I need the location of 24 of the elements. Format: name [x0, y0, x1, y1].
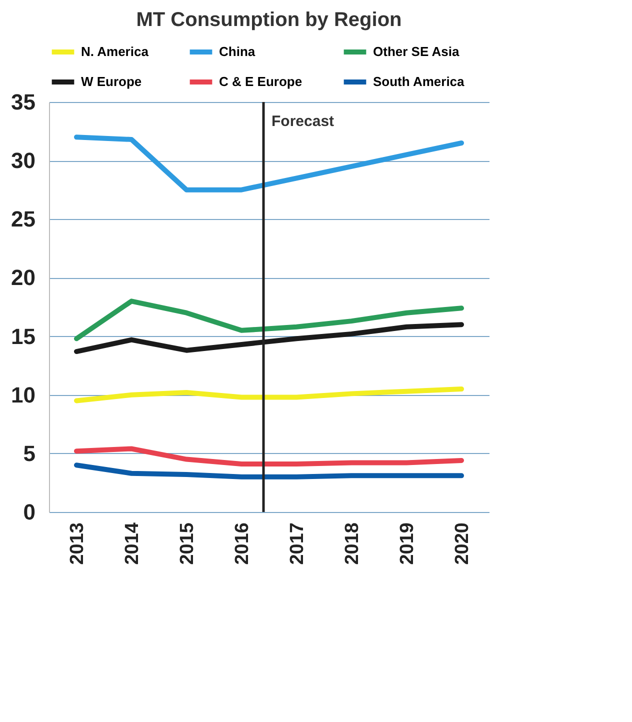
legend-label: N. America	[81, 44, 150, 59]
legend-label: C & E Europe	[219, 74, 302, 89]
legend-label: China	[219, 44, 256, 59]
legend-label: W Europe	[81, 74, 142, 89]
y-tick-label: 15	[11, 324, 36, 349]
x-tick-label: 2014	[122, 522, 143, 565]
x-tick-label: 2020	[452, 522, 473, 565]
x-tick-label: 2016	[232, 522, 253, 565]
y-tick-label: 25	[11, 206, 36, 232]
x-tick-label: 2013	[67, 522, 88, 565]
ref-line-label: Forecast	[272, 113, 334, 130]
x-tick-label: 2017	[287, 522, 308, 565]
y-tick-label: 20	[11, 265, 36, 290]
legend-label: Other SE Asia	[373, 44, 460, 59]
y-tick-label: 5	[23, 440, 36, 466]
y-tick-label: 10	[11, 382, 36, 408]
y-tick-label: 30	[11, 148, 36, 174]
legend-label: South America	[373, 74, 466, 89]
x-tick-label: 2019	[397, 522, 418, 565]
chart-title: MT Consumption by Region	[136, 9, 402, 31]
y-tick-label: 0	[23, 500, 36, 524]
y-tick-label: 35	[11, 90, 36, 114]
x-tick-label: 2018	[342, 522, 363, 565]
x-tick-label: 2015	[177, 522, 198, 565]
